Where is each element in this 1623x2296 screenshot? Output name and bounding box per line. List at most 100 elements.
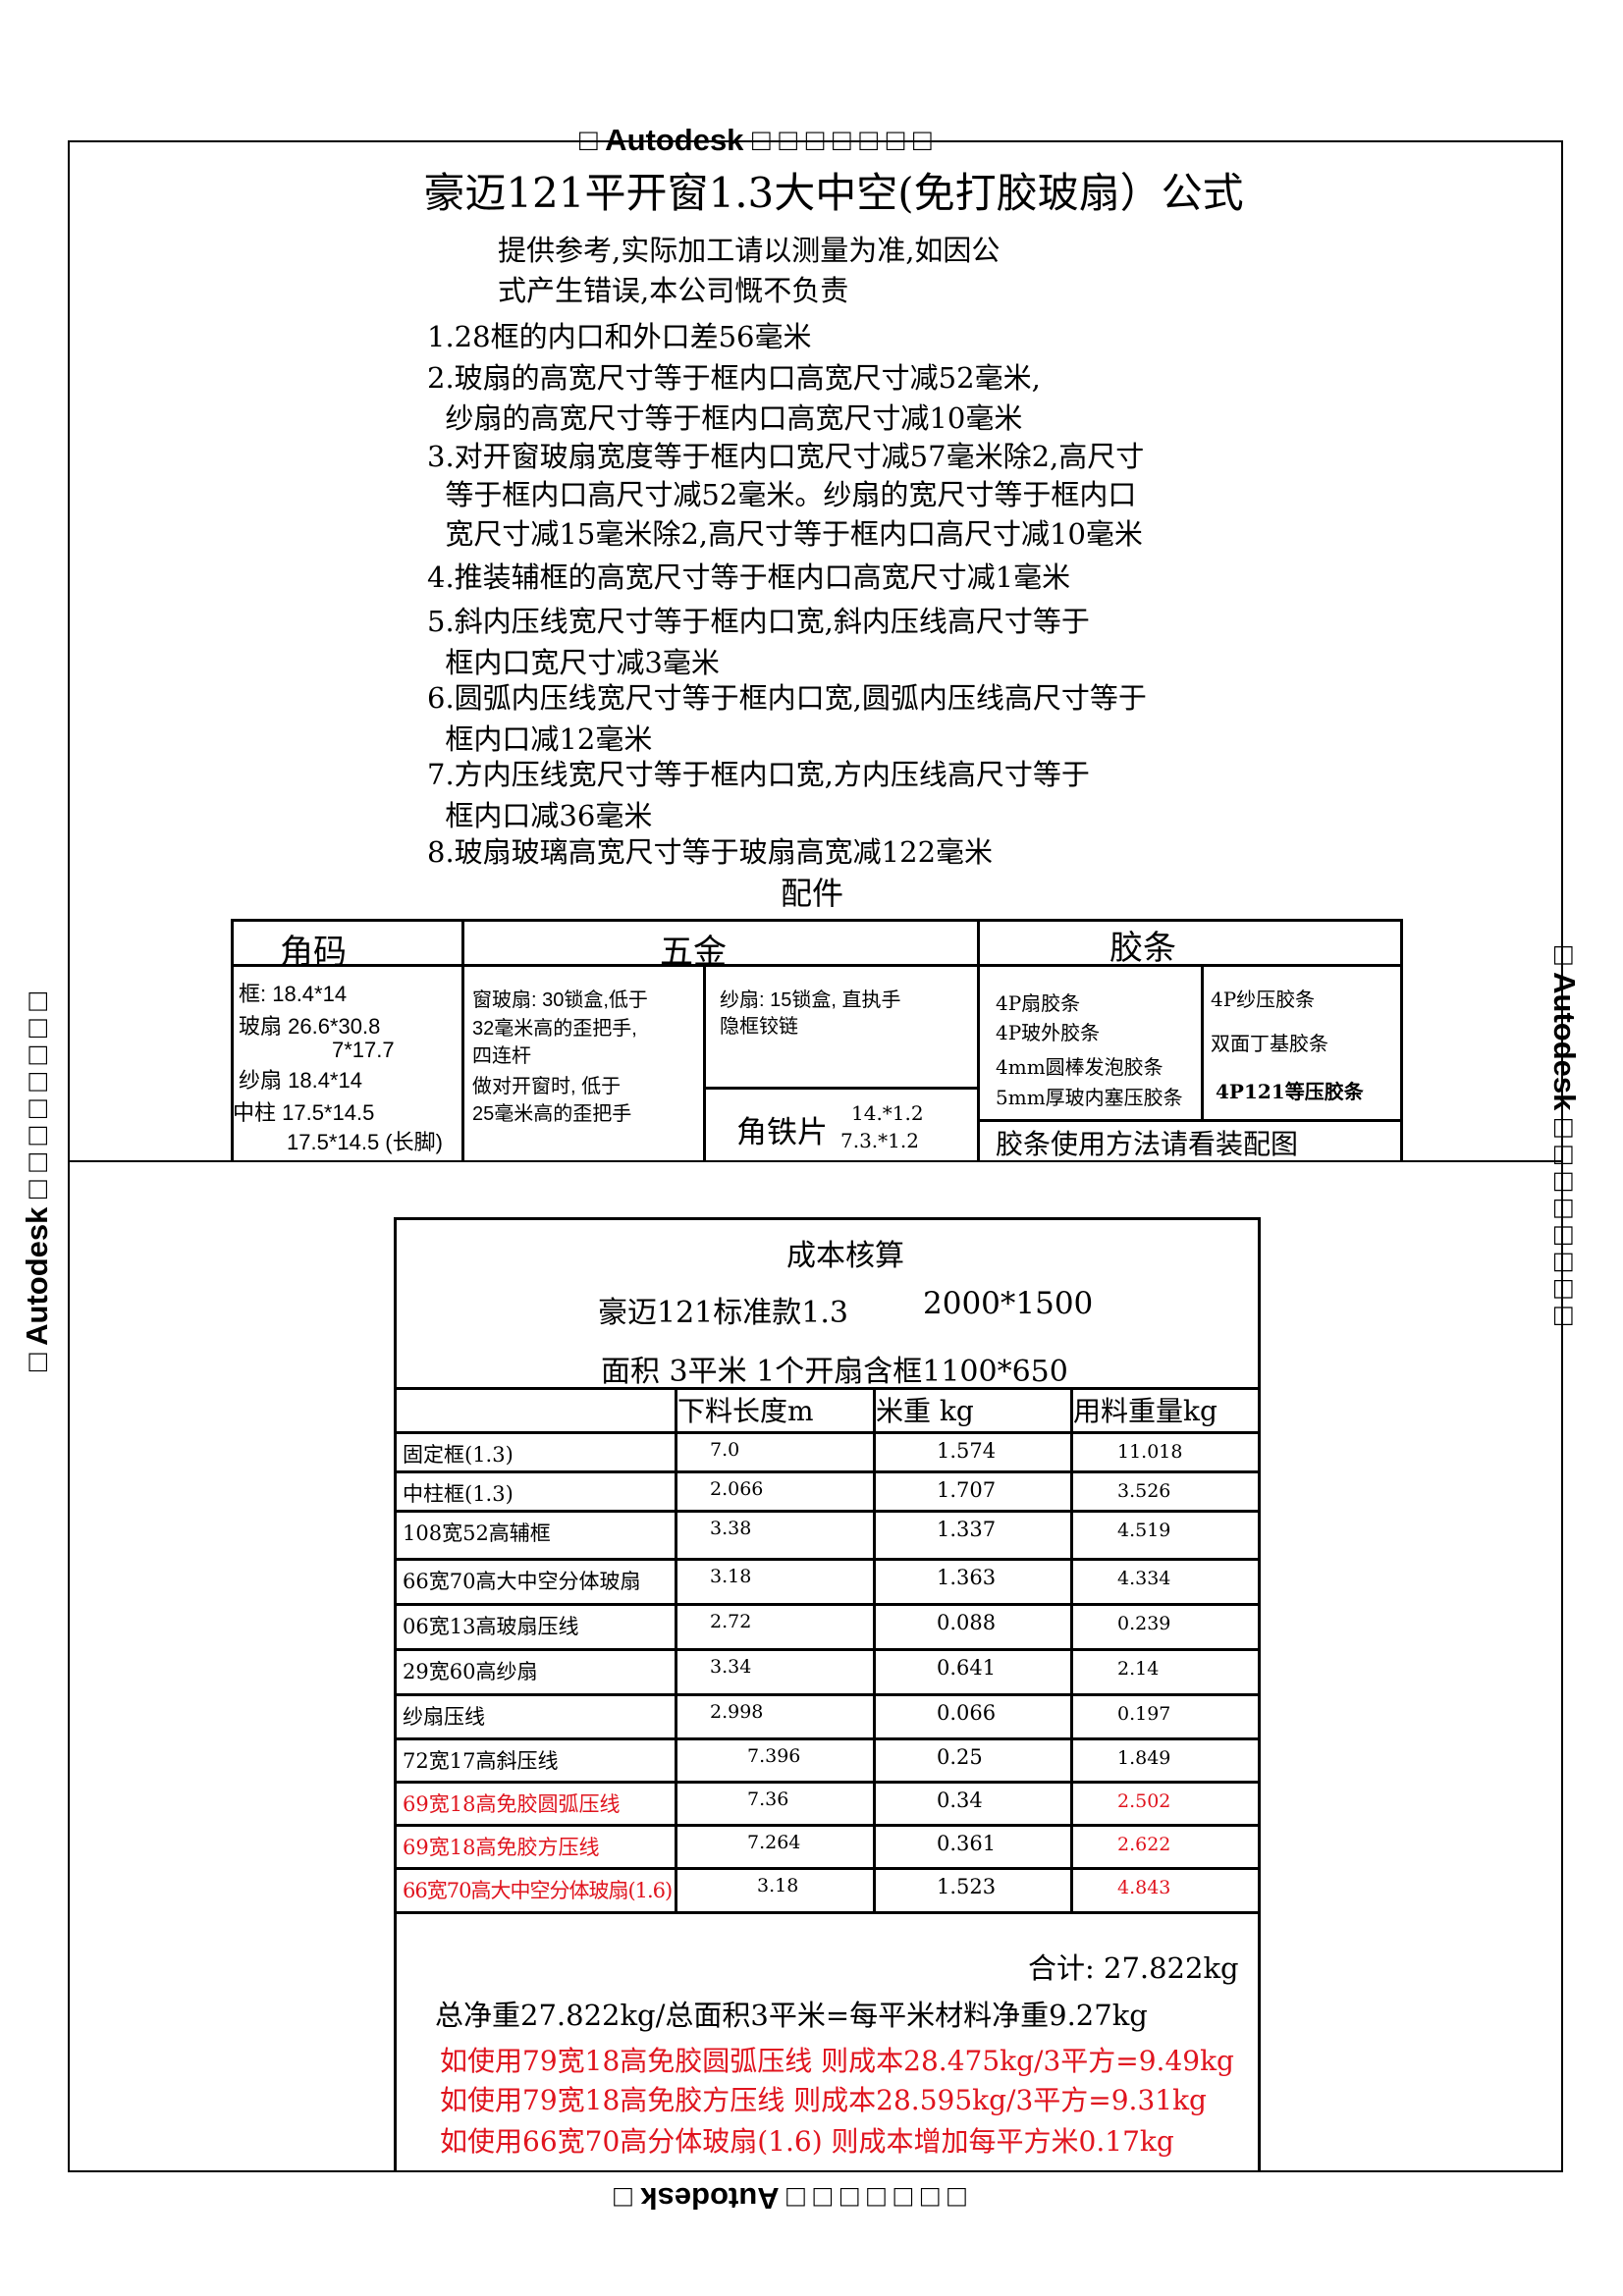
row-unit-weight: 0.066 — [937, 1701, 997, 1725]
row-divider — [394, 1781, 1258, 1784]
row-length: 3.18 — [757, 1875, 799, 1896]
row-length: 7.0 — [710, 1439, 740, 1461]
row-weight: 11.018 — [1117, 1441, 1183, 1463]
cost-note: 如使用79宽18高免胶圆弧压线 则成本28.475kg/3平方=9.49kg — [440, 2045, 1234, 2077]
row-weight: 2.502 — [1117, 1790, 1171, 1812]
disclaimer-line: 提供参考,实际加工请以测量为准,如因公 — [498, 234, 1001, 267]
row-name: 固定框(1.3) — [403, 1443, 514, 1467]
strip-item: 双面丁基胶条 — [1211, 1032, 1328, 1055]
row-unit-weight: 1.707 — [937, 1478, 997, 1502]
row-divider — [394, 1737, 1258, 1740]
strip-item: 5mm厚玻内塞压胶条 — [996, 1086, 1183, 1109]
row-weight: 3.526 — [1117, 1480, 1171, 1502]
row-divider — [394, 1510, 1258, 1513]
corner-item: 17.5*14.5 (长脚) — [287, 1130, 443, 1154]
row-weight: 2.14 — [1117, 1658, 1160, 1680]
parts-heading: 配件 — [781, 875, 844, 912]
rule-line: 7.方内压线宽尺寸等于框内口宽,方内压线高尺寸等于 — [427, 758, 1090, 791]
header-hardware: 五金 — [660, 933, 727, 972]
strip-item: 4P扇胶条 — [996, 991, 1081, 1015]
row-unit-weight: 0.25 — [937, 1745, 983, 1769]
row-divider — [394, 1470, 1258, 1473]
watermark-right: □ Autodesk □ □ □ □ □ □ □ □ — [1547, 945, 1583, 1326]
row-length: 3.34 — [710, 1656, 752, 1678]
hardware-screen-line: 纱扇: 15锁盒, 直执手 — [720, 989, 901, 1011]
rule-line: 6.圆弧内压线宽尺寸等于框内口宽,圆弧内压线高尺寸等于 — [427, 681, 1147, 715]
cost-summary: 总净重27.822kg/总面积3平米=每平米材料净重9.27kg — [435, 1999, 1148, 2032]
cost-total: 合计: 27.822kg — [1028, 1951, 1239, 1985]
hardware-screen-line: 隐框铰链 — [720, 1016, 798, 1038]
watermark-top: □ Autodesk □ □ □ □ □ □ □ — [579, 123, 932, 157]
corner-item: 7*17.7 — [332, 1038, 395, 1062]
disclaimer-line: 式产生错误,本公司慨不负责 — [498, 274, 849, 307]
hardware-window-line: 做对开窗时, 低于 — [472, 1076, 622, 1097]
row-weight: 2.622 — [1117, 1834, 1171, 1855]
corner-item: 纱扇 18.4*14 — [239, 1068, 362, 1093]
row-weight: 4.334 — [1117, 1568, 1171, 1589]
hardware-window-line: 25毫米高的歪把手 — [472, 1103, 632, 1125]
row-name: 66宽70高大中空分体玻扇(1.6) — [403, 1879, 673, 1902]
column-header: 米重 kg — [876, 1395, 974, 1427]
fold-line — [68, 1160, 1561, 1162]
row-unit-weight: 1.337 — [937, 1518, 997, 1541]
strip-item: 4mm圆棒发泡胶条 — [996, 1055, 1163, 1079]
row-name: 06宽13高玻扇压线 — [403, 1615, 579, 1638]
row-unit-weight: 0.641 — [937, 1656, 997, 1680]
column-divider — [675, 1387, 677, 1914]
strip-item: 4P121等压胶条 — [1216, 1080, 1364, 1103]
row-name: 中柱框(1.3) — [403, 1482, 514, 1506]
hardware-window-line: 四连杆 — [472, 1045, 531, 1067]
row-divider — [394, 1911, 1258, 1914]
row-weight: 1.849 — [1117, 1747, 1171, 1769]
hardware-window-line: 窗玻扇: 30锁盒,低于 — [472, 989, 648, 1011]
row-length: 2.72 — [710, 1611, 752, 1632]
corner-item: 中柱 17.5*14.5 — [233, 1100, 375, 1125]
angle-iron-label: 角铁片 — [736, 1115, 828, 1150]
page-title: 豪迈121平开窗1.3大中空(免打胶玻扇）公式 — [423, 169, 1244, 217]
row-length: 2.066 — [710, 1478, 764, 1500]
header-strips: 胶条 — [1109, 929, 1176, 968]
row-weight: 0.197 — [1117, 1703, 1171, 1725]
row-weight: 4.843 — [1117, 1877, 1171, 1898]
row-length: 7.264 — [747, 1832, 801, 1853]
row-divider — [394, 1867, 1258, 1870]
row-unit-weight: 1.574 — [937, 1439, 997, 1463]
row-divider — [394, 1431, 1258, 1434]
row-length: 7.36 — [747, 1789, 789, 1810]
row-name: 108宽52高辅框 — [403, 1522, 551, 1545]
row-divider — [394, 1693, 1258, 1696]
row-unit-weight: 0.34 — [937, 1789, 983, 1812]
strip-item: 4P玻外胶条 — [996, 1021, 1101, 1044]
row-length: 7.396 — [747, 1745, 801, 1767]
column-divider — [873, 1387, 876, 1914]
row-unit-weight: 1.523 — [937, 1875, 997, 1898]
row-name: 29宽60高纱扇 — [403, 1660, 538, 1683]
angle-iron-size: 14.*1.2 — [851, 1101, 924, 1125]
watermark-bottom: □ □ □ □ □ □ □ Autodesk □ — [614, 2181, 966, 2216]
cost-note: 如使用79宽18高免胶方压线 则成本28.595kg/3平方=9.31kg — [440, 2084, 1207, 2116]
corner-item: 玻扇 26.6*30.8 — [239, 1014, 381, 1039]
rule-line: 框内口减36毫米 — [427, 799, 653, 832]
rule-line: 纱扇的高宽尺寸等于框内口高宽尺寸减10毫米 — [427, 401, 1023, 435]
row-name: 72宽17高斜压线 — [403, 1749, 559, 1773]
rule-line: 8.玻扇玻璃高宽尺寸等于玻扇高宽减122毫米 — [427, 835, 994, 869]
rule-line: 1.28框的内口和外口差56毫米 — [427, 320, 812, 353]
row-divider — [394, 1387, 1258, 1390]
row-length: 2.998 — [710, 1701, 764, 1723]
row-length: 3.38 — [710, 1518, 752, 1539]
rule-line: 5.斜内压线宽尺寸等于框内口宽,斜内压线高尺寸等于 — [427, 605, 1090, 638]
corner-item: 框: 18.4*14 — [239, 982, 348, 1006]
row-weight: 0.239 — [1117, 1613, 1171, 1634]
row-divider — [394, 1558, 1258, 1561]
row-name: 69宽18高免胶圆弧压线 — [403, 1792, 621, 1816]
header-corner-codes: 角码 — [280, 933, 347, 972]
page-frame — [68, 140, 1563, 2172]
cost-area: 面积 3平米 1个开扇含框1100*650 — [601, 1355, 1068, 1389]
rule-line: 框内口减12毫米 — [427, 722, 653, 756]
rule-line: 3.对开窗玻扇宽度等于框内口宽尺寸减57毫米除2,高尺寸 — [427, 440, 1145, 473]
cost-note: 如使用66宽70高分体玻扇(1.6) 则成本增加每平方米0.17kg — [440, 2125, 1174, 2158]
watermark-left: □ Autodesk □ □ □ □ □ □ □ □ — [20, 991, 55, 1372]
row-unit-weight: 0.088 — [937, 1611, 997, 1634]
hardware-window-line: 32毫米高的歪把手, — [472, 1018, 637, 1040]
row-weight: 4.519 — [1117, 1520, 1171, 1541]
